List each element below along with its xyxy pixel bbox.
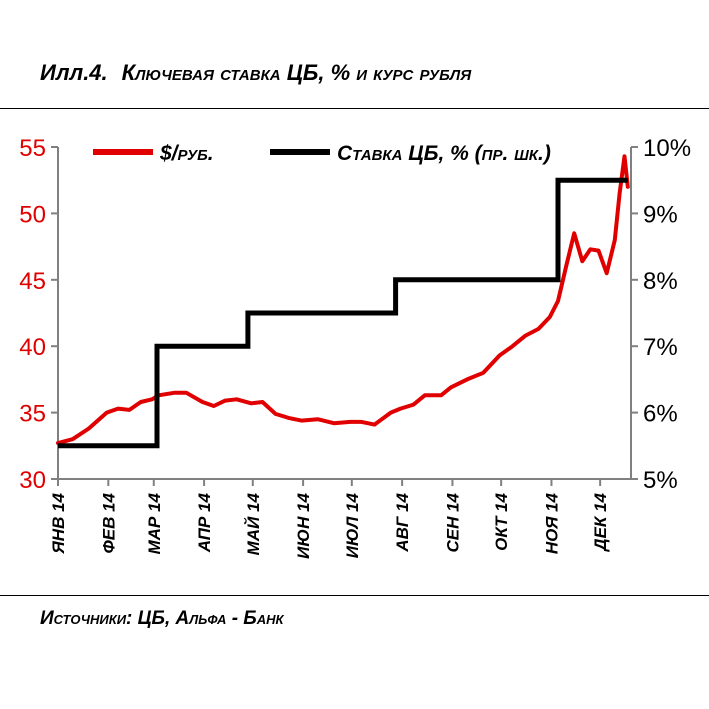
x-tick-label: ФЕВ 14 <box>99 492 118 553</box>
x-tick-label: МАЙ 14 <box>243 492 263 555</box>
x-tick-label: ИЮЛ 14 <box>343 492 362 558</box>
x-tick-label: ДЕК 14 <box>591 492 610 552</box>
y-right-tick-label: 5% <box>643 467 678 494</box>
y-left-tick-label: 50 <box>19 201 46 228</box>
figure-number: Илл.4. <box>40 60 108 85</box>
x-tick-label: СЕН 14 <box>443 492 462 552</box>
legend-label-key-rate: Ставка ЦБ, % (пр. шк.) <box>337 142 551 165</box>
x-tick-label: НОЯ 14 <box>542 492 561 554</box>
y-right-tick-label: 6% <box>643 401 678 428</box>
x-tick-label: МАР 14 <box>145 492 164 554</box>
top-divider <box>0 108 709 109</box>
bottom-divider <box>0 595 709 596</box>
y-left-tick-label: 40 <box>19 334 46 361</box>
y-left-tick-label: 55 <box>19 135 46 162</box>
source-note: Источники: ЦБ, Альфа - Банк <box>40 608 284 629</box>
chart-area: $/руб. Ставка ЦБ, % (пр. шк.) 30 35 40 45 50… <box>19 135 691 559</box>
y-left-tick-label: 35 <box>19 401 46 428</box>
x-tick-label: АПР 14 <box>195 492 214 553</box>
y-left-tick-label: 30 <box>19 467 46 494</box>
y-right-tick-label: 7% <box>643 334 678 361</box>
legend: $/руб. Ставка ЦБ, % (пр. шк.) <box>93 142 551 165</box>
y-right-tick-label: 9% <box>643 201 678 228</box>
x-tick-label: ИЮН 14 <box>294 492 313 558</box>
y-right-tick-label: 8% <box>643 268 678 295</box>
chart-title: Илл.4. Ключевая ставка ЦБ, % и курс рубля <box>40 60 471 86</box>
figure-title: Ключевая ставка ЦБ, % и курс рубля <box>121 60 472 85</box>
x-tick-label: АВГ 14 <box>393 492 412 552</box>
y-right-tick-label: 10% <box>643 135 691 162</box>
y-left-tick-label: 45 <box>19 268 46 295</box>
x-tick-label: ОКТ 14 <box>492 492 511 550</box>
legend-label-usd-rub: $/руб. <box>159 142 214 165</box>
usd-rub-line <box>56 154 630 446</box>
x-tick-label: ЯНВ 14 <box>49 492 68 554</box>
key-rate-line <box>58 177 628 449</box>
